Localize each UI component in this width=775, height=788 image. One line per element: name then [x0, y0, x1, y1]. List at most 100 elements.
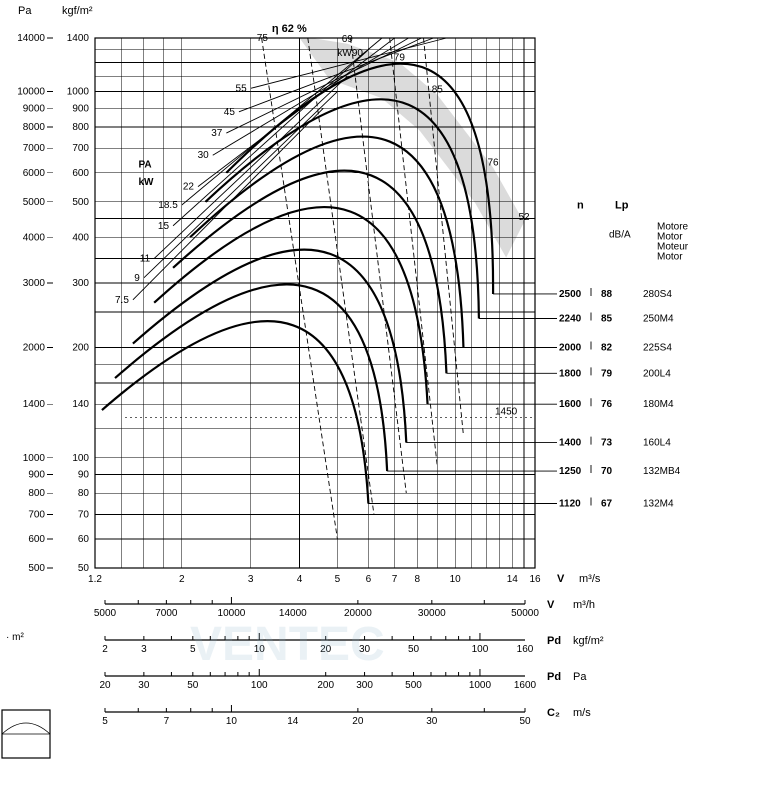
y-tick-outer: 9000: [23, 103, 46, 114]
kgfm2-unit-label: kgf/m²: [62, 5, 93, 17]
aux-tick-label: 20: [99, 680, 111, 691]
y-tick-inner: 500: [72, 197, 89, 208]
dba-header: dB/A: [609, 229, 631, 240]
y-tick-outer: 1400: [23, 399, 46, 410]
aux-scale-units: Pa: [573, 671, 587, 683]
chart-bg: [0, 0, 775, 788]
kw-label: kW: [138, 177, 154, 188]
lp-value: 85: [601, 314, 613, 325]
x-tick: 3: [248, 574, 254, 585]
aux-tick-label: 30000: [418, 608, 446, 619]
y-tick-outer: 14000: [17, 33, 45, 44]
x-tick: 8: [414, 574, 420, 585]
aux-tick-label: 2: [102, 644, 108, 655]
x-axis-V: V: [557, 573, 565, 585]
y-tick-inner: 1000: [67, 87, 90, 98]
x-tick: 16: [529, 574, 541, 585]
x-tick: 2: [179, 574, 185, 585]
aux-tick-label: 14: [287, 716, 299, 727]
watermark: VENTEC: [190, 618, 385, 671]
aux-tick-label: 3: [141, 644, 147, 655]
aux-tick-label: 10: [226, 716, 238, 727]
kw90-label: kW90: [337, 48, 363, 59]
y-tick-outer: 8000: [23, 122, 46, 133]
aux-scale-units: m³/h: [573, 599, 595, 611]
motor-value: 250M4: [643, 314, 674, 325]
motor-value: 132M4: [643, 499, 674, 510]
y-tick-inner: 70: [78, 509, 90, 520]
efficiency-point-label: 85: [432, 85, 444, 96]
efficiency-point-label: 79: [394, 53, 406, 64]
y-tick-outer: 3000: [23, 278, 46, 289]
kw-line-label: 45: [224, 107, 236, 118]
motor-value: 132MB4: [643, 466, 681, 477]
rpm-value: 2500: [559, 289, 582, 300]
aux-tick-label: 50: [408, 644, 420, 655]
aux-tick-label: 200: [317, 680, 334, 691]
kw-line-label: 37: [211, 128, 223, 139]
x-tick: 7: [392, 574, 398, 585]
x-tick: 6: [366, 574, 372, 585]
efficiency-header: η 62 %: [272, 23, 307, 35]
kw-line-label: 7.5: [115, 295, 129, 306]
aux-tick-label: 30: [426, 716, 438, 727]
y-tick-outer: 2000: [23, 343, 46, 354]
lp-value: 73: [601, 438, 613, 449]
x-tick: 5: [335, 574, 341, 585]
lp-value: 88: [601, 289, 613, 300]
y-tick-outer: 800: [28, 488, 45, 499]
y-tick-inner: 100: [72, 453, 89, 464]
kw-line-label: 11: [140, 253, 151, 264]
x-tick: 4: [297, 574, 303, 585]
aux-tick-label: 50: [187, 680, 199, 691]
x-tick: 10: [450, 574, 462, 585]
rpm-value: 1800: [559, 368, 582, 379]
fan-performance-chart: Pakgf/m²50607080901001402003004005006007…: [0, 0, 775, 788]
aux-tick-label: 1000: [469, 680, 492, 691]
aux-tick-label: 100: [472, 644, 489, 655]
y-tick-outer: 600: [28, 534, 45, 545]
lp-value: 67: [601, 499, 613, 510]
y-tick-inner: 140: [72, 399, 89, 410]
lp-value: 82: [601, 343, 613, 354]
aux-scale-units: m/s: [573, 707, 591, 719]
y-tick-inner: 900: [72, 103, 89, 114]
motor-header-line: Motor: [657, 251, 683, 262]
y-tick-inner: 90: [78, 470, 90, 481]
aux-scale-symbol: V: [547, 599, 555, 611]
y-tick-inner: 50: [78, 563, 90, 574]
x-tick: 14: [507, 574, 519, 585]
aux-scale-symbol: Pd: [547, 671, 561, 683]
aux-tick-label: 1600: [514, 680, 537, 691]
y-tick-inner: 400: [72, 232, 89, 243]
motor-value: 200L4: [643, 368, 671, 379]
pa-label: PA: [138, 160, 151, 171]
aux-scale-symbol: C₂: [547, 707, 560, 719]
kw-line-label: 30: [198, 150, 210, 161]
aux-tick-label: 30: [138, 680, 150, 691]
y-tick-inner: 300: [72, 278, 89, 289]
left-fragment: · m²: [6, 632, 24, 643]
y-tick-inner: 800: [72, 122, 89, 133]
kw-line-label: 22: [183, 182, 195, 193]
aux-scale-symbol: Pd: [547, 635, 561, 647]
aux-tick-label: 5000: [94, 608, 117, 619]
y-tick-inner: 80: [78, 488, 90, 499]
y-tick-outer: 900: [28, 470, 45, 481]
lp-value: 79: [601, 368, 613, 379]
aux-tick-label: 50000: [511, 608, 539, 619]
y-tick-inner: 600: [72, 168, 89, 179]
y-tick-outer: 1000: [23, 453, 46, 464]
efficiency-point-label: 69: [342, 34, 354, 45]
aux-tick-label: 160: [517, 644, 534, 655]
motor-value: 180M4: [643, 399, 674, 410]
rpm-value: 2000: [559, 343, 582, 354]
aux-tick-label: 500: [405, 680, 422, 691]
lp-value: 70: [601, 466, 613, 477]
y-tick-outer: 700: [28, 509, 45, 520]
efficiency-point-label: 76: [488, 158, 500, 169]
aux-tick-label: 300: [356, 680, 373, 691]
aux-tick-label: 7: [164, 716, 170, 727]
motor-value: 225S4: [643, 343, 672, 354]
kw-line-label: 18.5: [158, 200, 178, 211]
